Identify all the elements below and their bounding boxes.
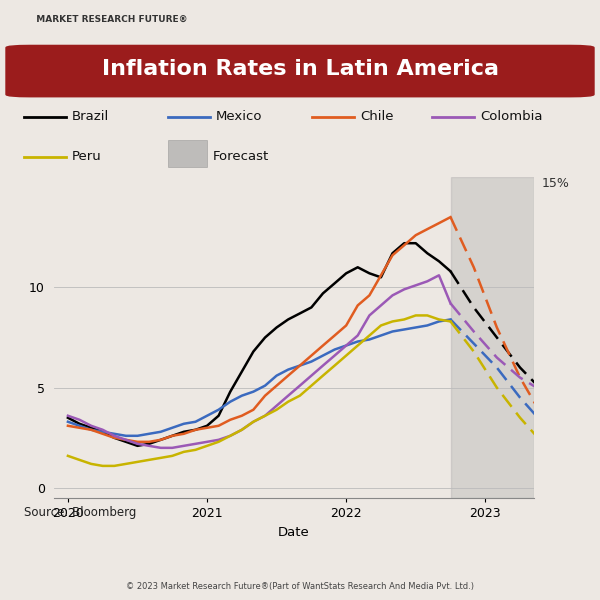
Text: © 2023 Market Research Future®(Part of WantStats Research And Media Pvt. Ltd.): © 2023 Market Research Future®(Part of W… bbox=[126, 582, 474, 591]
X-axis label: Date: Date bbox=[278, 526, 310, 539]
Text: Chile: Chile bbox=[360, 110, 394, 124]
FancyBboxPatch shape bbox=[168, 140, 207, 167]
Text: MARKET RESEARCH FUTURE®: MARKET RESEARCH FUTURE® bbox=[30, 15, 188, 24]
FancyBboxPatch shape bbox=[6, 46, 594, 97]
Text: Inflation Rates in Latin America: Inflation Rates in Latin America bbox=[101, 59, 499, 79]
Text: Mexico: Mexico bbox=[216, 110, 263, 124]
Text: Colombia: Colombia bbox=[480, 110, 542, 124]
Text: Source: Bloomberg: Source: Bloomberg bbox=[24, 506, 136, 519]
Text: 15%: 15% bbox=[541, 177, 569, 190]
Text: Forecast: Forecast bbox=[213, 150, 269, 163]
Text: Brazil: Brazil bbox=[72, 110, 109, 124]
Text: Peru: Peru bbox=[72, 150, 102, 163]
Bar bbox=[451, 177, 534, 498]
